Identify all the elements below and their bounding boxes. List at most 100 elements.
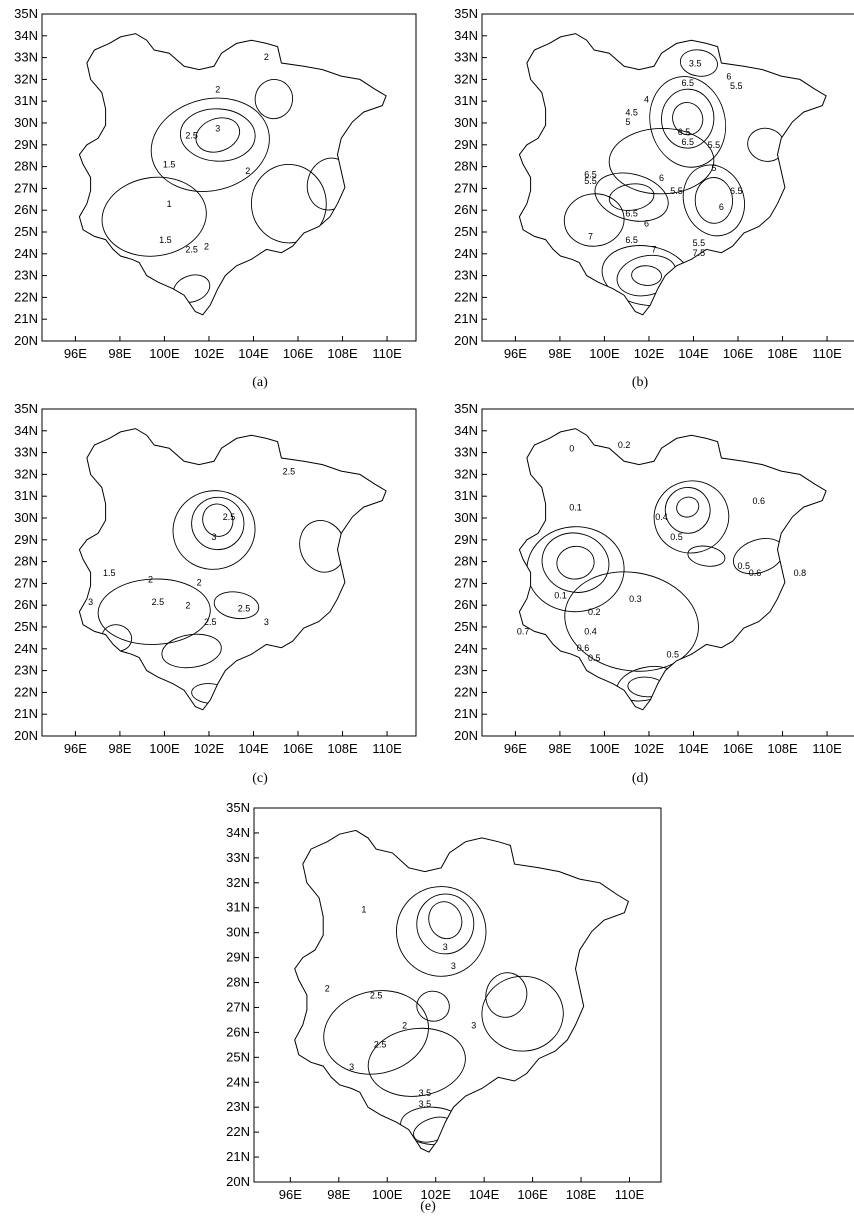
contour-line — [601, 245, 692, 307]
lon-tick-label: 102E — [194, 741, 225, 756]
lat-tick-label: 30N — [226, 925, 250, 940]
lon-tick-label: 100E — [149, 346, 180, 361]
contour-line — [254, 78, 294, 120]
lat-tick-label: 26N — [14, 597, 38, 612]
contour-line — [649, 76, 727, 168]
lon-tick-label: 100E — [589, 346, 620, 361]
contour-label: 2.5 — [374, 1039, 387, 1049]
region-boundary — [518, 33, 827, 316]
contour-label: 0.6 — [749, 568, 762, 578]
contour-label: 6 — [726, 71, 731, 81]
contour-label: 3.5 — [419, 1088, 432, 1098]
contour-label: 5.5 — [708, 140, 721, 150]
lat-tick-label: 21N — [454, 706, 478, 721]
lat-tick-label: 31N — [226, 900, 250, 915]
contour-label: 6.5 — [625, 209, 638, 219]
lon-tick-label: 108E — [767, 741, 798, 756]
lat-tick-label: 20N — [14, 333, 38, 348]
lon-tick-label: 100E — [149, 741, 180, 756]
contour-label: 0.5 — [588, 653, 601, 663]
contour-label: 0.6 — [577, 643, 590, 653]
map-frame — [41, 408, 417, 737]
lon-tick-label: 106E — [283, 346, 314, 361]
lat-tick-label: 20N — [454, 333, 478, 348]
lat-tick-label: 29N — [454, 137, 478, 152]
contour-lines — [97, 490, 346, 704]
lat-tick-label: 29N — [226, 950, 250, 965]
lat-tick-label: 33N — [454, 445, 478, 460]
contour-label: 6 — [659, 173, 664, 183]
lat-tick-label: 32N — [14, 466, 38, 481]
contour-lines — [563, 49, 786, 307]
lat-tick-label: 29N — [14, 532, 38, 547]
lon-tick-label: 104E — [469, 1187, 500, 1202]
contour-label: 2.5 — [152, 597, 165, 607]
contour-label: 6.5 — [678, 127, 691, 137]
contour-label: 2.5 — [185, 130, 198, 140]
contour-label: 0.7 — [517, 627, 530, 637]
contour-line — [676, 496, 700, 518]
contour-line — [672, 101, 704, 136]
map-panel-d: 20N 21N 22N 23N 24N 25N 26N 27N 28N 29N 30N 31N 32N 3… — [427, 395, 854, 795]
contour-map-c: 20N 21N 22N 23N 24N 25N 26N 27N 28N 29N 30N 31N 32N 3… — [14, 401, 417, 756]
contour-line — [367, 1027, 466, 1097]
contour-label: 2.5 — [223, 512, 236, 522]
panel-caption: (d) — [631, 771, 649, 786]
contour-label: 2.5 — [204, 617, 217, 627]
lon-tick-label: 108E — [767, 346, 798, 361]
contour-label: 2 — [148, 574, 153, 584]
contour-map-b: 20N 21N 22N 23N 24N 25N 26N 27N 28N 29N 30N 31N 32N 3… — [454, 6, 854, 361]
lat-tick-label: 20N — [454, 728, 478, 743]
contour-line — [150, 97, 270, 192]
contour-label: 0.5 — [670, 532, 683, 542]
map-frame — [41, 13, 417, 342]
lat-tick-label: 24N — [454, 641, 478, 656]
contour-label: 0.4 — [584, 627, 597, 637]
lat-tick-label: 21N — [454, 311, 478, 326]
lat-tick-label: 30N — [454, 510, 478, 525]
lon-tick-label: 104E — [238, 346, 269, 361]
region-boundary — [518, 428, 827, 711]
contour-label: 2 — [402, 1021, 407, 1031]
contour-line — [664, 487, 711, 534]
lat-tick-label: 34N — [454, 28, 478, 43]
lat-tick-label: 34N — [226, 825, 250, 840]
map-panel-e: 20N 21N 22N 23N 24N 25N 26N 27N 28N 29N 30N 31N 32N 3… — [207, 794, 667, 1221]
contour-label: 3.5 — [689, 58, 702, 68]
lat-tick-label: 25N — [454, 619, 478, 634]
contour-label: 5 — [711, 163, 716, 173]
contour-label: 2 — [197, 578, 202, 588]
lon-tick-label: 98E — [108, 741, 131, 756]
lat-tick-label: 28N — [14, 159, 38, 174]
lat-tick-label: 26N — [454, 202, 478, 217]
contour-line — [101, 176, 207, 257]
lat-tick-label: 28N — [14, 554, 38, 569]
lat-tick-label: 24N — [14, 246, 38, 261]
contour-line — [202, 503, 234, 537]
contour-label: 6.5 — [730, 186, 743, 196]
map-panel-c: 20N 21N 22N 23N 24N 25N 26N 27N 28N 29N 30N 31N 32N 3… — [0, 395, 430, 795]
lon-tick-label: 108E — [327, 346, 358, 361]
lat-tick-label: 27N — [14, 180, 38, 195]
lat-tick-label: 32N — [454, 466, 478, 481]
contour-label: 3 — [349, 1062, 354, 1072]
lon-tick-label: 102E — [421, 1187, 452, 1202]
lat-tick-label: 20N — [14, 728, 38, 743]
contour-label: 5.5 — [584, 176, 597, 186]
map-frame — [481, 13, 854, 342]
contour-line — [485, 972, 528, 1018]
contour-lines — [323, 886, 564, 1146]
lon-tick-label: 98E — [108, 346, 131, 361]
lon-tick-label: 106E — [723, 741, 754, 756]
lat-tick-label: 29N — [14, 137, 38, 152]
contour-label: 0.5 — [666, 650, 679, 660]
contour-label: 3 — [471, 1021, 476, 1031]
lon-tick-label: 104E — [678, 346, 709, 361]
lat-tick-label: 35N — [454, 6, 478, 21]
contour-label: 0 — [569, 444, 574, 454]
lat-tick-label: 21N — [14, 311, 38, 326]
contour-line — [172, 490, 256, 570]
lat-tick-label: 23N — [226, 1099, 250, 1114]
lon-tick-label: 104E — [678, 741, 709, 756]
contour-label: 0.8 — [794, 568, 807, 578]
